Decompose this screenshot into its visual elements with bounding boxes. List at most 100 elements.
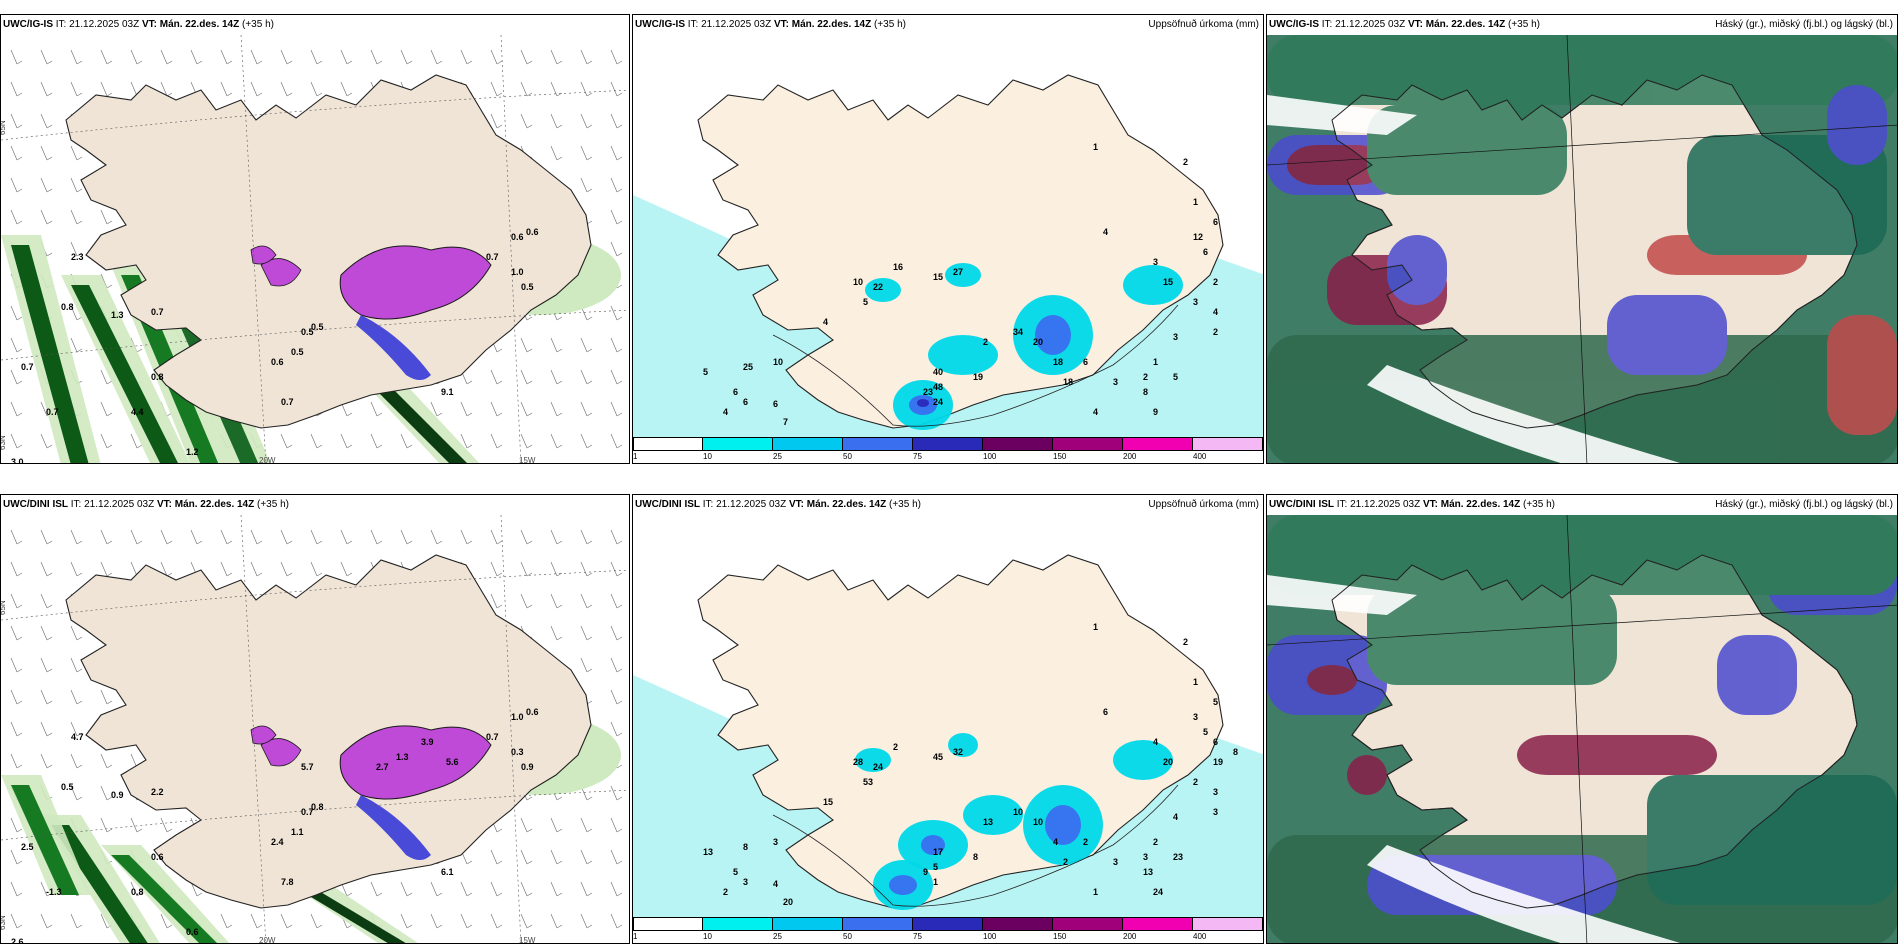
precip-label: 17 bbox=[933, 847, 943, 857]
temperature-label: -1.3 bbox=[46, 887, 62, 897]
panel-row2-cloud: UWC/DINI ISL IT: 21.12.2025 03Z VT: Mán.… bbox=[1266, 494, 1898, 944]
precip-label: 24 bbox=[933, 397, 943, 407]
colorbar-swatch bbox=[703, 437, 773, 451]
precip-label: 1 bbox=[1193, 197, 1198, 207]
temperature-label: 0.6 bbox=[271, 357, 284, 367]
precip-label: 27 bbox=[953, 267, 963, 277]
precip-label: 2 bbox=[1213, 277, 1218, 287]
precip-label: 10 bbox=[773, 357, 783, 367]
precip-label: 4 bbox=[1103, 227, 1108, 237]
colorbar-tick: 10 bbox=[703, 452, 712, 461]
colorbar-tick: 400 bbox=[1193, 932, 1207, 941]
precip-label: 2 bbox=[1183, 637, 1188, 647]
precip-label: 6 bbox=[1213, 737, 1218, 747]
temperature-label: 0.8 bbox=[131, 887, 144, 897]
temperature-label: 1.2 bbox=[186, 447, 199, 457]
panel-row2-precip: UWC/DINI ISL IT: 21.12.2025 03Z VT: Mán.… bbox=[632, 494, 1264, 944]
precip-label: 28 bbox=[853, 757, 863, 767]
colorbar-swatch bbox=[843, 437, 913, 451]
precip-label: 3 bbox=[1113, 857, 1118, 867]
precip-label: 9 bbox=[1153, 407, 1158, 417]
precip-label: 3 bbox=[1113, 377, 1118, 387]
precip-label: 10 bbox=[1013, 807, 1023, 817]
precip-label: 34 bbox=[1013, 327, 1023, 337]
precip-label: 8 bbox=[973, 852, 978, 862]
it-value: 21.12.2025 03Z bbox=[84, 499, 155, 510]
axis-label: 63N bbox=[1, 915, 7, 930]
precip-label: 2 bbox=[723, 887, 728, 897]
vt-value: Mán. 22.des. 14Z bbox=[1440, 499, 1521, 510]
temperature-label: 0.6 bbox=[526, 707, 539, 717]
precip-label: 1 bbox=[1093, 887, 1098, 897]
precip-label: 25 bbox=[743, 362, 753, 372]
colorbar-swatch bbox=[983, 437, 1053, 451]
temperature-label: 1.0 bbox=[511, 712, 524, 722]
temperature-label: 0.7 bbox=[46, 407, 59, 417]
precip-label: 4 bbox=[773, 879, 778, 889]
precip-label: 2 bbox=[1083, 837, 1088, 847]
colorbar-tick: 200 bbox=[1123, 932, 1137, 941]
panel-title: Uppsöfnuð úrkoma (mm) bbox=[1148, 499, 1259, 510]
panel-header: UWC/IG-IS IT: 21.12.2025 03Z VT: Mán. 22… bbox=[1269, 19, 1540, 30]
vt-label: VT: bbox=[156, 499, 172, 510]
precip-label: 24 bbox=[1153, 887, 1163, 897]
precip-colorbar: 1 10 25 50 75 100 150 200 400 bbox=[633, 437, 1263, 461]
temperature-label: 2.3 bbox=[71, 252, 84, 262]
panel-row2-temperature: UWC/DINI ISL IT: 21.12.2025 03Z VT: Mán.… bbox=[0, 494, 630, 944]
precip-colorbar: 1 10 25 50 75 100 150 200 400 bbox=[633, 917, 1263, 941]
vt-value: Mán. 22.des. 14Z bbox=[1425, 19, 1506, 30]
precip-label: 2 bbox=[1153, 837, 1158, 847]
temperature-label: 0.8 bbox=[61, 302, 74, 312]
precip-label: 4 bbox=[1093, 407, 1098, 417]
colorbar-swatch bbox=[1053, 437, 1123, 451]
temperature-label: 0.7 bbox=[301, 807, 314, 817]
axis-label: 20W bbox=[259, 456, 276, 464]
precip-label: 5 bbox=[1213, 697, 1218, 707]
temperature-label: 2.5 bbox=[21, 842, 34, 852]
precip-label: 32 bbox=[953, 747, 963, 757]
precip-label: 13 bbox=[703, 847, 713, 857]
precip-label: 15 bbox=[933, 272, 943, 282]
temperature-label: 2.2 bbox=[151, 787, 164, 797]
precip-label: 3 bbox=[1173, 332, 1178, 342]
temperature-label: 0.7 bbox=[486, 252, 499, 262]
colorbar-tick: 75 bbox=[913, 452, 922, 461]
temperature-label: 0.6 bbox=[511, 232, 524, 242]
temperature-label: 0.9 bbox=[521, 762, 534, 772]
precip-label: 4 bbox=[723, 407, 728, 417]
precip-label: 2 bbox=[893, 742, 898, 752]
precip-label: 19 bbox=[1213, 757, 1223, 767]
temperature-label: 3.0 bbox=[11, 457, 24, 464]
panel-header: UWC/DINI ISL IT: 21.12.2025 03Z VT: Mán.… bbox=[3, 499, 289, 510]
vt-value: Mán. 22.des. 14Z bbox=[174, 499, 255, 510]
precip-label: 48 bbox=[933, 382, 943, 392]
precip-label: 53 bbox=[863, 777, 873, 787]
precip-label: 15 bbox=[1163, 277, 1173, 287]
temperature-label: 4.4 bbox=[131, 407, 144, 417]
temperature-label: 3.9 bbox=[421, 737, 434, 747]
model-name: UWC/IG-IS bbox=[1269, 19, 1319, 30]
colorbar-swatch bbox=[773, 437, 843, 451]
precip-label: 22 bbox=[873, 282, 883, 292]
precip-label: 5 bbox=[703, 367, 708, 377]
temperature-label: 6.1 bbox=[441, 867, 454, 877]
temperature-label: 0.7 bbox=[151, 307, 164, 317]
precip-label: 2 bbox=[1183, 157, 1188, 167]
vt-label: VT: bbox=[1422, 499, 1438, 510]
vt-label: VT: bbox=[773, 19, 789, 30]
precip-label: 2 bbox=[1193, 777, 1198, 787]
model-name: UWC/DINI ISL bbox=[3, 499, 68, 510]
precip-label: 19 bbox=[973, 372, 983, 382]
colorbar-swatch bbox=[1123, 437, 1193, 451]
temperature-label: 0.5 bbox=[61, 782, 74, 792]
precip-label: 24 bbox=[873, 762, 883, 772]
precip-label: 1 bbox=[1193, 677, 1198, 687]
it-label: IT: bbox=[70, 499, 82, 510]
axis-label: 63N bbox=[1, 435, 7, 450]
precip-label: 12 bbox=[1193, 232, 1203, 242]
it-value: 21.12.2025 03Z bbox=[69, 19, 140, 30]
precip-label: 7 bbox=[783, 417, 788, 427]
precip-label: 5 bbox=[1203, 727, 1208, 737]
colorbar-swatch bbox=[633, 437, 703, 451]
colorbar-tick: 200 bbox=[1123, 452, 1137, 461]
